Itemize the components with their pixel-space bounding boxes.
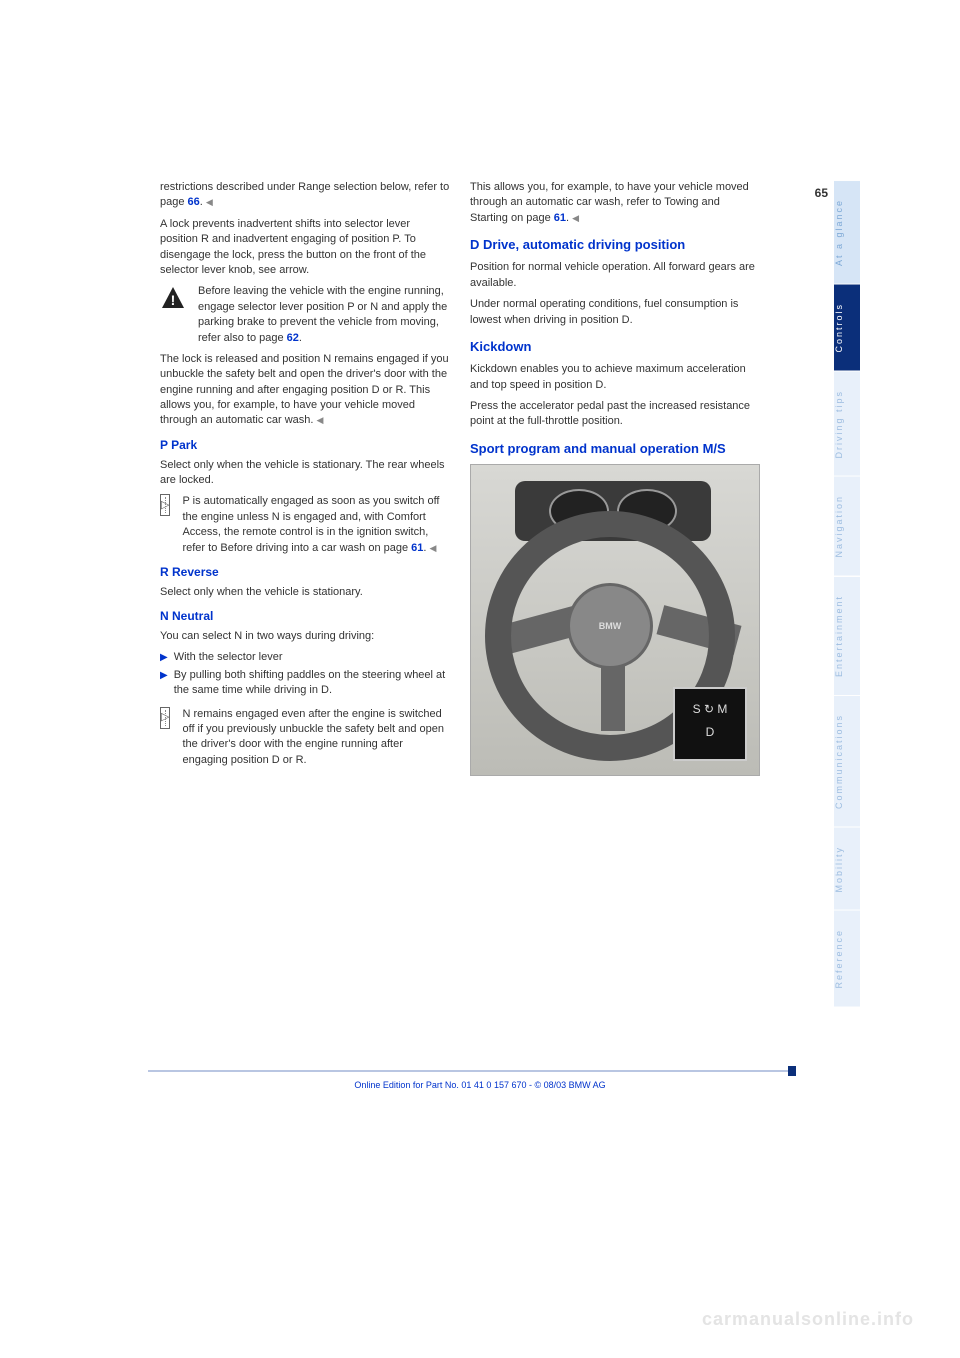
para: Select only when the vehicle is stationa… bbox=[160, 585, 450, 600]
bullet-text: With the selector lever bbox=[174, 650, 283, 665]
heading-kickdown: Kickdown bbox=[470, 338, 760, 356]
tab-navigation[interactable]: Navigation bbox=[834, 476, 860, 576]
sm-button-label: S ↻ M D bbox=[687, 701, 733, 747]
heading-sport: Sport program and manual operation M/S bbox=[470, 440, 760, 458]
footer-text: Online Edition for Part No. 01 41 0 157 … bbox=[0, 1080, 960, 1090]
para: The lock is released and position N rema… bbox=[160, 352, 450, 429]
warning-triangle-icon: ! bbox=[160, 284, 186, 312]
tab-entertainment[interactable]: Entertainment bbox=[834, 576, 860, 695]
warning-block: ! Before leaving the vehicle with the en… bbox=[160, 284, 450, 346]
text: . bbox=[200, 196, 203, 208]
tab-controls[interactable]: Controls bbox=[834, 284, 860, 371]
para: Select only when the vehicle is stationa… bbox=[160, 458, 450, 489]
text: . bbox=[423, 542, 426, 554]
text: P is automatically engaged as soon as yo… bbox=[182, 495, 439, 553]
sm-button-inset: S ↻ M D bbox=[673, 687, 747, 761]
bullet-text: By pulling both shifting paddles on the … bbox=[174, 668, 450, 699]
figure-steering-wheel: BMW S ↻ M D bbox=[470, 464, 760, 776]
end-marker-icon: ◀ bbox=[317, 415, 324, 425]
tip-block: ▷ N remains engaged even after the engin… bbox=[160, 707, 450, 769]
text: . bbox=[299, 332, 302, 344]
wheel-hub-logo: BMW bbox=[567, 583, 653, 669]
tip-text: P is automatically engaged as soon as yo… bbox=[182, 494, 450, 556]
tip-block: ▷ P is automatically engaged as soon as … bbox=[160, 494, 450, 556]
end-marker-icon: ◀ bbox=[430, 543, 437, 553]
text: Before leaving the vehicle with the engi… bbox=[198, 285, 447, 343]
left-column: restrictions described under Range selec… bbox=[160, 180, 450, 776]
para: This allows you, for example, to have yo… bbox=[470, 180, 760, 226]
heading-reverse: R Reverse bbox=[160, 564, 450, 581]
tab-at-a-glance[interactable]: At a glance bbox=[834, 180, 860, 284]
tab-driving-tips[interactable]: Driving tips bbox=[834, 371, 860, 477]
svg-text:!: ! bbox=[171, 292, 176, 308]
bullet-icon: ▶ bbox=[160, 669, 168, 699]
para: Press the accelerator pedal past the inc… bbox=[470, 399, 760, 430]
tab-reference[interactable]: Reference bbox=[834, 910, 860, 1007]
text: . bbox=[566, 212, 569, 224]
tip-play-icon: ▷ bbox=[160, 494, 170, 516]
heading-drive: D Drive, automatic driving position bbox=[470, 236, 760, 254]
para: You can select N in two ways during driv… bbox=[160, 629, 450, 644]
sm-bottom-text: D bbox=[687, 724, 733, 741]
list-item: ▶ With the selector lever bbox=[160, 650, 450, 665]
footer-divider-cap bbox=[788, 1066, 796, 1076]
page-ref-link[interactable]: 62 bbox=[287, 332, 299, 344]
section-tabs-sidebar: At a glance Controls Driving tips Naviga… bbox=[834, 180, 860, 1007]
para: Under normal operating conditions, fuel … bbox=[470, 297, 760, 328]
right-column: This allows you, for example, to have yo… bbox=[470, 180, 760, 776]
list-item: ▶ By pulling both shifting paddles on th… bbox=[160, 668, 450, 699]
tab-communications[interactable]: Communications bbox=[834, 695, 860, 827]
end-marker-icon: ◀ bbox=[572, 213, 579, 223]
end-marker-icon: ◀ bbox=[206, 197, 213, 207]
text: restrictions described under Range selec… bbox=[160, 181, 449, 208]
para: Kickdown enables you to achieve maximum … bbox=[470, 362, 760, 393]
tip-play-icon: ▷ bbox=[160, 707, 170, 729]
footer-divider bbox=[148, 1070, 788, 1072]
para: A lock prevents inadvertent shifts into … bbox=[160, 217, 450, 279]
page-ref-link[interactable]: 61 bbox=[411, 542, 423, 554]
sm-top-text: S ↻ M bbox=[687, 701, 733, 718]
tab-mobility[interactable]: Mobility bbox=[834, 827, 860, 911]
tip-text: N remains engaged even after the engine … bbox=[182, 707, 450, 769]
para: restrictions described under Range selec… bbox=[160, 180, 450, 211]
page-number: 65 bbox=[815, 186, 828, 200]
content-columns: restrictions described under Range selec… bbox=[160, 180, 910, 776]
bullet-icon: ▶ bbox=[160, 651, 168, 665]
page-ref-link[interactable]: 66 bbox=[188, 196, 200, 208]
heading-neutral: N Neutral bbox=[160, 608, 450, 625]
page-ref-link[interactable]: 61 bbox=[554, 212, 566, 224]
text: This allows you, for example, to have yo… bbox=[470, 181, 749, 224]
warning-text: Before leaving the vehicle with the engi… bbox=[198, 284, 450, 346]
text: The lock is released and position N rema… bbox=[160, 353, 449, 427]
heading-park: P Park bbox=[160, 437, 450, 454]
watermark: carmanualsonline.info bbox=[702, 1309, 914, 1330]
para: Position for normal vehicle operation. A… bbox=[470, 260, 760, 291]
